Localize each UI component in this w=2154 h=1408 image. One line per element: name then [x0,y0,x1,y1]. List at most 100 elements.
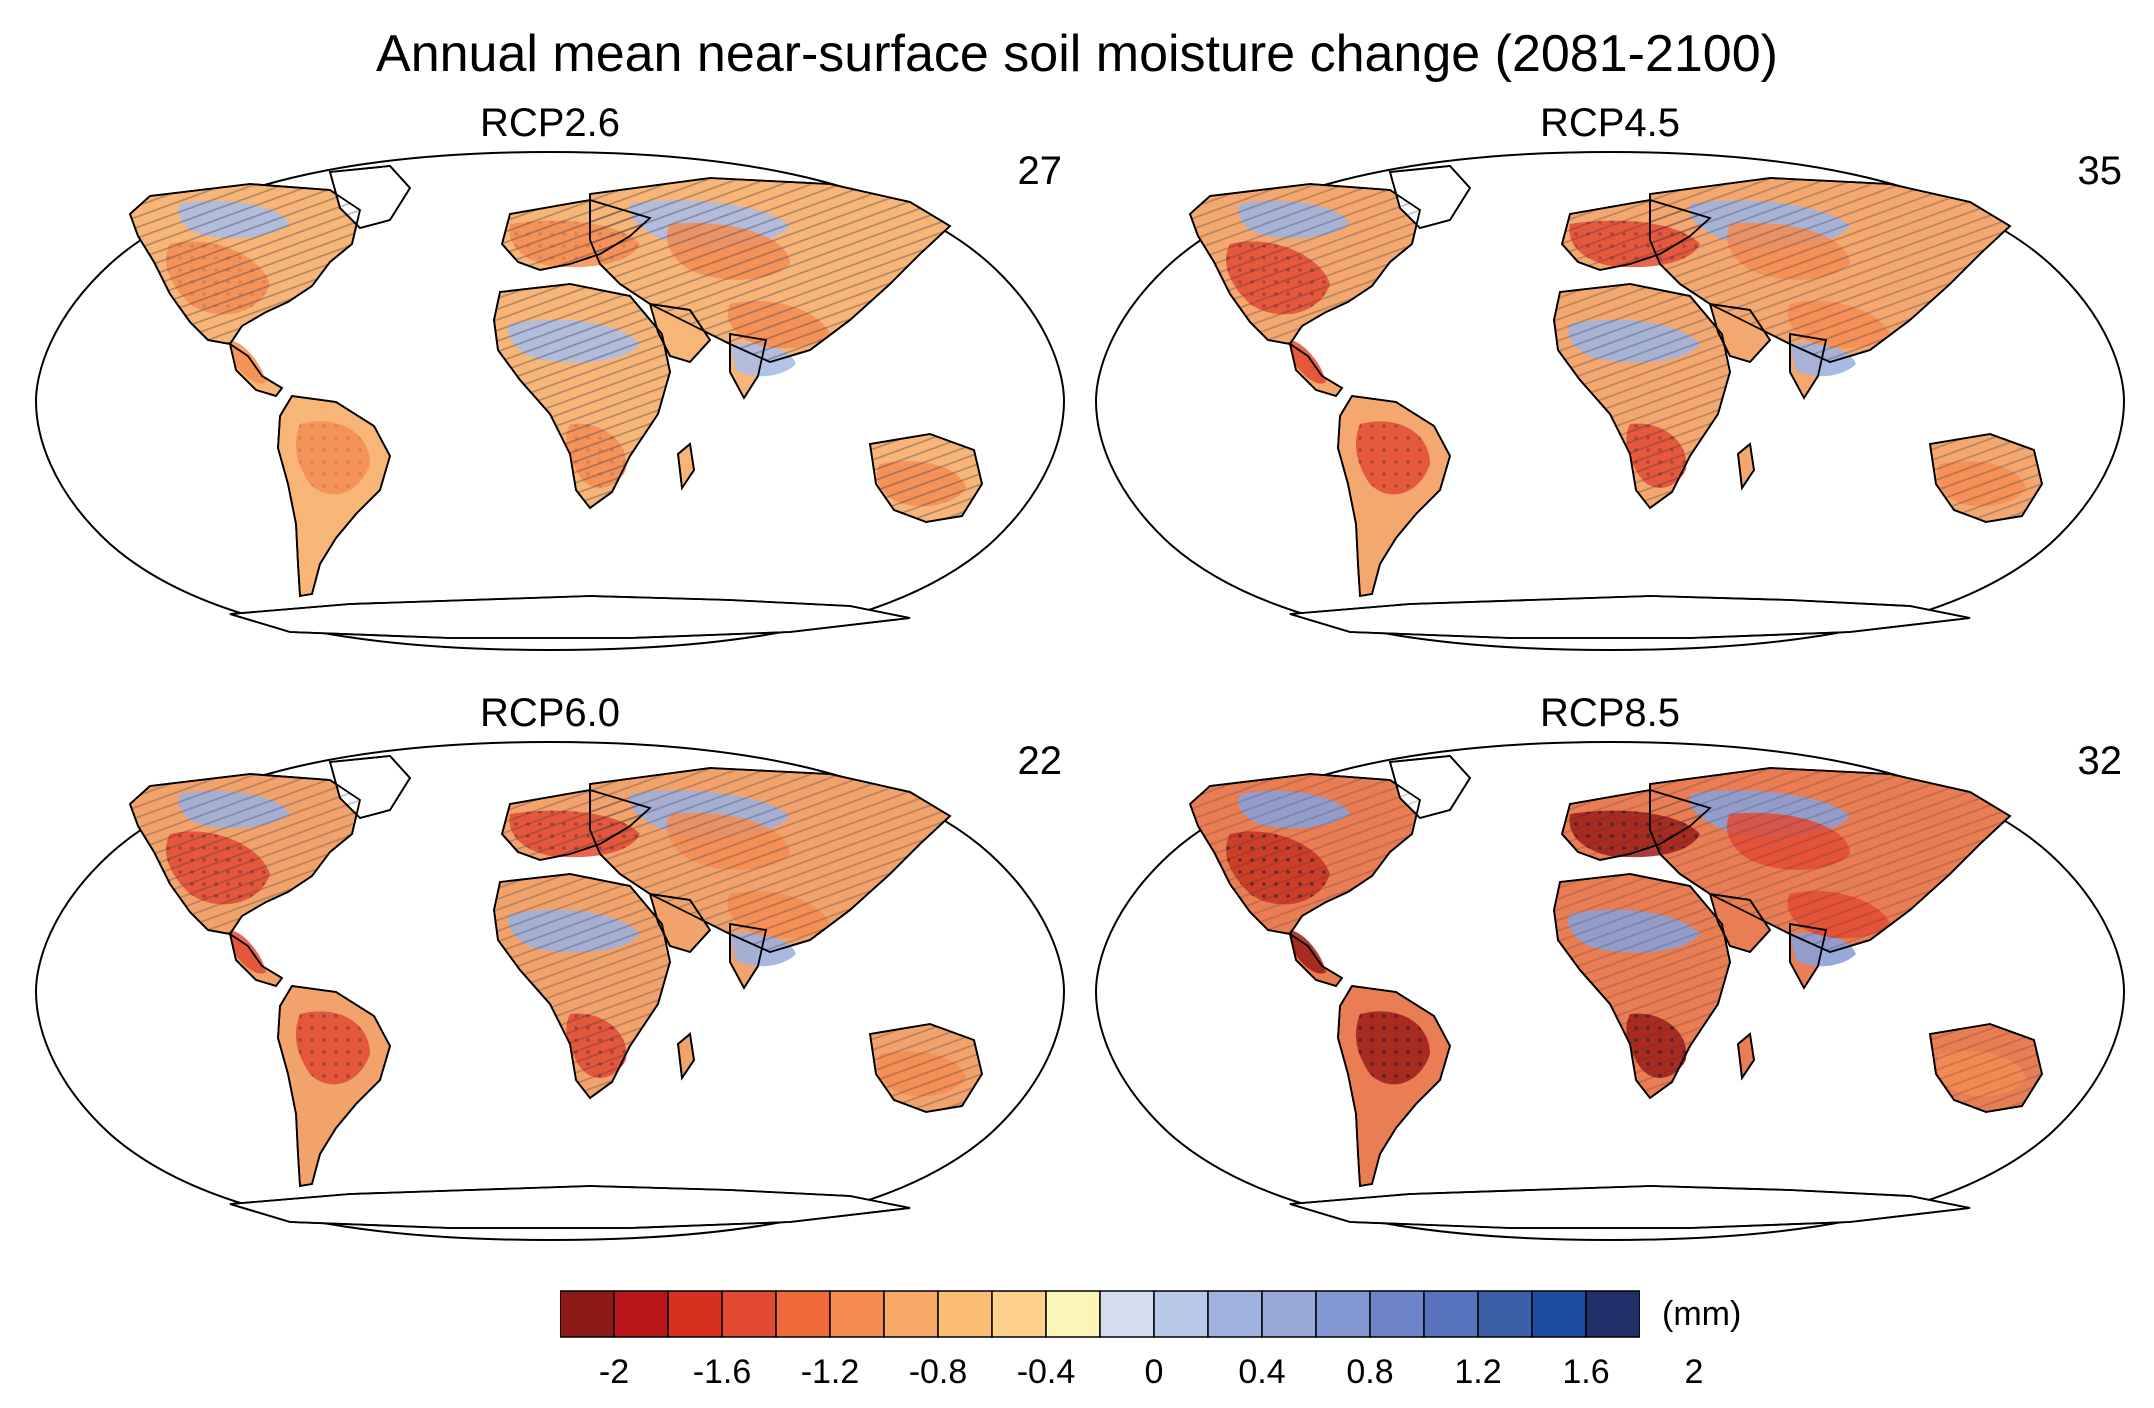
colorbar-tick-label: 0.4 [1238,1353,1286,1391]
coastline [1337,985,1451,1188]
colorbar-swatch [775,1290,831,1338]
coastline [229,1185,911,1229]
figure-title: Annual mean near-surface soil moisture c… [376,25,1778,83]
coastline [128,183,362,345]
colorbar-swatch [1423,1290,1479,1338]
coastline [328,755,412,820]
coastline [729,332,768,400]
colorbar-tick-label: 2 [1684,1353,1704,1391]
stippling [566,423,627,488]
coastline [277,395,391,598]
coastline [1561,199,1712,271]
coastline [1649,767,2012,953]
colorbar-swatch [991,1290,1047,1338]
coastline [228,341,284,398]
coastline [1337,395,1451,598]
colorbar [560,1290,1640,1338]
colorbar-swatch [937,1290,993,1338]
coastlines [1188,755,2043,1229]
hatching [870,434,982,522]
hatching [1930,434,2042,522]
colorbar-tick-label: 0.8 [1346,1353,1394,1391]
coastline [1928,433,2043,523]
coastline [1737,1032,1755,1081]
coastline [1649,177,2012,363]
hatching [494,874,670,1098]
coastline [328,165,412,230]
map-panel-rcp60: RCP6.0 22 [30,690,1070,1248]
map-panel-rcp26: RCP2.6 27 [30,100,1070,658]
coastline [501,199,652,271]
hatching [1554,284,1730,508]
panel-title: RCP4.5 [1539,101,1681,145]
hatching [870,1024,982,1112]
colorbar-swatch [1261,1290,1317,1338]
colorbar-swatch [1477,1290,1533,1338]
stippling [295,1011,370,1085]
stippling [1626,423,1687,488]
colorbar-unit: (mm) [1662,1295,1742,1333]
coastline [729,922,768,990]
hatching [590,178,950,362]
hatching [494,284,670,508]
colorbar-tick-label: -2 [598,1353,630,1391]
colorbar-swatch [1045,1290,1101,1338]
world-map [34,150,1066,652]
panel-title: RCP8.5 [1539,691,1681,735]
coastline [128,773,362,935]
colorbar-swatch [1153,1290,1209,1338]
coastline [229,595,911,639]
colorbar-swatch [721,1290,777,1338]
coastline [1288,341,1344,398]
panel-model-count: 32 [2077,739,2123,783]
coastlines [128,165,983,639]
stippling [295,421,370,495]
panel-title: RCP6.0 [479,691,621,735]
coastline [589,177,952,363]
hatching [590,768,950,952]
coastline [677,442,695,491]
stippling [1226,831,1330,905]
coastline [1553,283,1731,510]
colorbar-tick-label: -1.6 [692,1353,752,1391]
coastline [1708,302,1772,364]
coastline [1737,442,1755,491]
panel-title: RCP2.6 [479,101,621,145]
stippling [1569,220,1700,268]
coastline [1708,892,1772,954]
coastline [493,873,671,1100]
coastline [868,1023,983,1113]
coastline [1789,332,1828,400]
colorbar-swatch [1369,1290,1425,1338]
hatching [1650,768,2010,952]
stippling [1226,241,1330,315]
coastline [501,789,652,861]
world-map [1094,150,2126,652]
coastline [648,302,712,364]
colorbar-tick-labels: -2 -1.6 -1.2 -0.8 -0.4 0 0.4 0.8 1.2 1.6 2 [560,1352,1704,1392]
world-map [34,740,1066,1242]
stippling-layer [1226,810,1700,1085]
coastline [1561,789,1712,861]
stippling-layer [1226,220,1700,495]
coastline [648,892,712,954]
coastlines [128,755,983,1229]
colorbar-swatch [560,1290,615,1338]
colorbar-tick-label: -0.4 [1016,1353,1076,1391]
hatching [1930,1024,2042,1112]
colorbar-tick-label: 1.2 [1454,1353,1502,1391]
coastline [1289,595,1971,639]
stippling [566,1013,627,1078]
hatching-layer [1190,178,2042,522]
stippling [509,810,640,858]
colorbar-tick-label: 1.6 [1562,1353,1610,1391]
coastline [1388,755,1472,820]
stippling [1626,1013,1687,1078]
stippling [1569,810,1700,858]
hatching-layer [1190,768,2042,1112]
coastline [1288,931,1344,988]
colorbar-tick-label: -0.8 [908,1353,968,1391]
colorbar-swatch [1099,1290,1155,1338]
colorbar-swatch [1207,1290,1263,1338]
stippling [509,220,640,268]
